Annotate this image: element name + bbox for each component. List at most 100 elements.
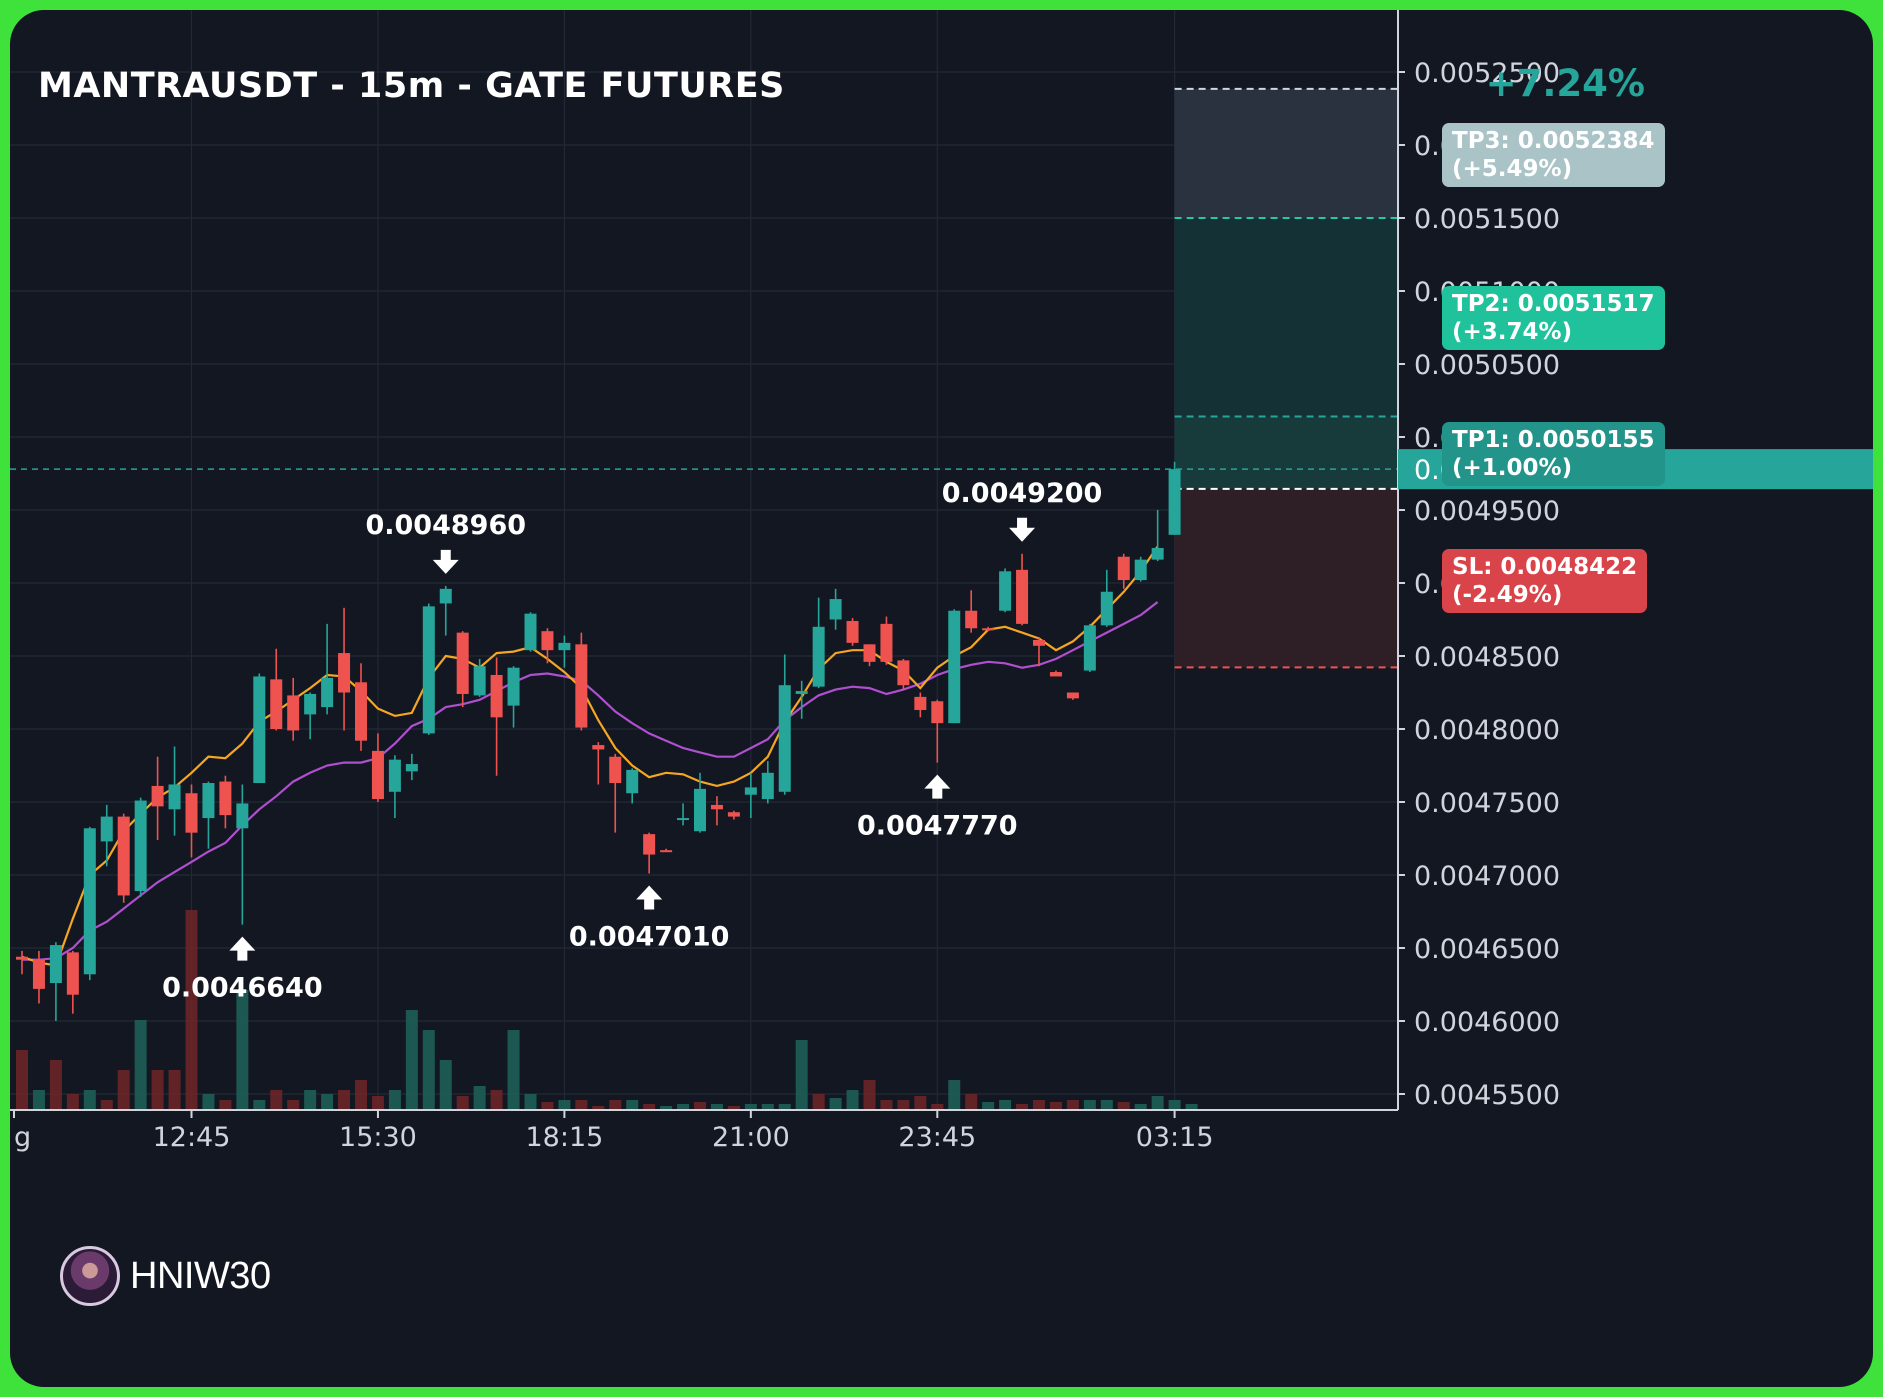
volume-bar [321,1094,334,1110]
volume-bar [1185,1104,1198,1110]
candle-body [168,784,181,810]
candle-body [1151,547,1164,560]
volume-bar [304,1090,317,1110]
price-tick-label: 0.0045500 [1414,1080,1560,1111]
volume-bar [1134,1104,1147,1110]
tp2-label: TP2: 0.0051517 (+3.74%) [1442,286,1665,350]
volume-bar [677,1104,690,1110]
volume-bar [999,1100,1012,1110]
candle-body [304,693,317,715]
volume-bar [744,1104,757,1110]
candlestick-chart[interactable]: 0.0046640 0.0048960 0.0047010 0.0047770 0.00… [10,10,1873,1387]
volume-bar [219,1100,232,1110]
volume-bar [134,1020,147,1110]
time-tick-label: g [14,1122,31,1153]
volume-bar [1151,1096,1164,1110]
candle-body [100,816,113,842]
chart-frame: 0.0046640 0.0048960 0.0047010 0.0047770 0.00… [10,10,1873,1387]
volume-bar [32,1090,45,1110]
potential-gain-label: +7.24% [1485,62,1645,105]
candle-body [321,677,334,708]
price-tick-label: 0.0047500 [1414,788,1560,819]
volume-bar [456,1096,469,1110]
candle-body [134,800,147,892]
volume-bar [439,1060,452,1110]
target-zone [10,87,1398,669]
price-annotations: 0.0046640 0.0048960 0.0047010 0.0047770 0.00… [162,478,1102,1004]
candle-body [982,628,995,631]
price-tick-label: 0.0048500 [1414,642,1560,673]
sl-zone [1174,488,1398,668]
volume-bar [541,1102,554,1110]
candle-body [761,772,774,800]
volume-bar [1049,1102,1062,1110]
volume-bar [761,1104,774,1110]
volume-bar [473,1086,486,1110]
candle-body [677,818,690,821]
candle-body [66,952,79,995]
volume-bar [948,1080,961,1110]
volume-bar [694,1102,706,1110]
ema-fast-line [21,545,1159,967]
volume-bar [558,1100,571,1110]
candle-body [558,642,571,651]
ema-slow-line [22,601,1159,961]
candle-body [83,828,96,975]
candle-body [999,571,1012,611]
candle-body [507,667,520,706]
candle-body [694,788,706,832]
volume-bar [1117,1102,1130,1110]
candle-body [439,588,452,604]
candle-body [914,696,927,711]
high-annotation: 0.0049200 [942,478,1103,509]
candle-body [151,785,164,807]
candle-body [931,701,944,724]
candle-body [643,834,656,855]
volume-bar [609,1100,622,1110]
candle-body [880,623,893,662]
volume-bar [914,1096,927,1110]
candle-body [1083,625,1096,671]
price-tick-label: 0.0050500 [1414,350,1560,381]
volume-bar [338,1090,351,1110]
candle-body [710,804,723,810]
volume-bar [202,1094,215,1110]
candle-body [778,685,791,792]
candle-body [1168,469,1181,535]
time-axis[interactable]: g 12:45 15:30 18:15 21:00 23:45 03:15 [10,1109,1398,1153]
volume-bar [880,1100,893,1110]
time-tick-label: 12:45 [153,1122,231,1153]
time-tick-label: 18:15 [525,1122,603,1153]
tp3-zone [1174,88,1398,218]
volume-bar [575,1100,588,1110]
volume-bar [863,1080,876,1110]
price-axis[interactable]: 0.00525000.00520000.00515000.00510000.00… [1397,10,1873,1111]
arrow-up-icon [636,885,663,910]
time-tick-label: 23:45 [898,1122,976,1153]
candle-body [846,620,859,643]
volume-bar [1168,1100,1181,1110]
candle-body [371,750,384,800]
price-tick-label: 0.0052500 [1414,58,1560,89]
arrow-down-icon [1009,517,1036,542]
candle-body [575,644,588,728]
candle-body [456,632,469,694]
volume-bar [1066,1100,1079,1110]
low-annotation: 0.0046640 [162,973,323,1004]
volume-bar [897,1100,910,1110]
volume-bar [100,1100,113,1110]
brand-watermark: HNIW30 [60,1246,271,1306]
volume-bar [592,1106,605,1110]
volume-bar [931,1104,944,1110]
volume-bar [626,1100,639,1110]
volume-bar [1033,1100,1045,1110]
volume-bar [982,1102,995,1110]
candle-body [32,959,45,989]
candle-body [795,691,808,694]
price-tick-label: 0.0051500 [1414,204,1560,235]
time-tick-label: 03:15 [1136,1122,1214,1153]
arrow-up-icon [229,936,256,961]
price-tick-label: 0.0047000 [1414,861,1560,892]
grid [10,10,1398,1110]
volume-bar [236,990,249,1110]
